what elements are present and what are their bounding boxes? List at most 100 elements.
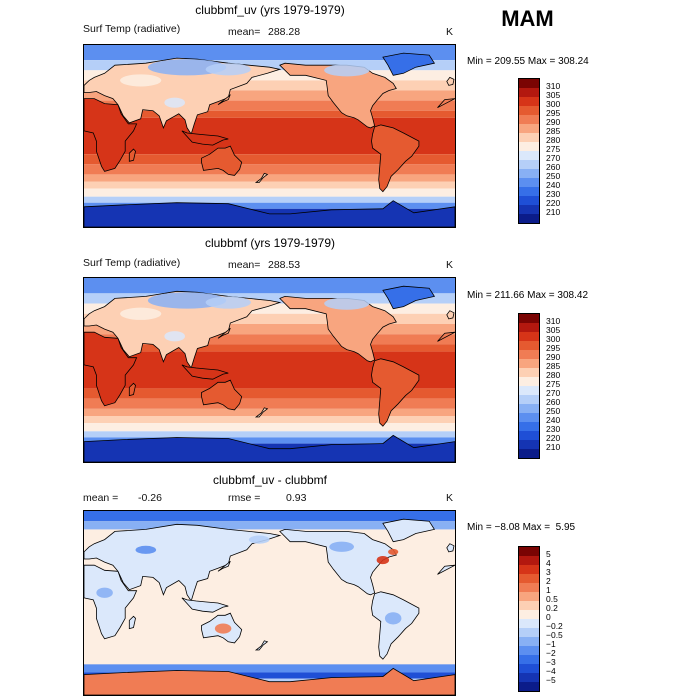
colorbar-swatch	[519, 151, 539, 160]
colorbar-label: 230	[546, 424, 561, 434]
colorbar-swatch	[519, 160, 539, 169]
difference-band	[84, 521, 455, 530]
colorbar-label: 295	[546, 343, 561, 353]
colorbar-swatch	[519, 332, 539, 341]
colorbar-label: 220	[546, 433, 561, 443]
colorbar-swatch	[519, 214, 539, 223]
colorbar-label: 260	[546, 397, 561, 407]
panel1-map	[83, 44, 456, 228]
continent-japan	[217, 560, 231, 572]
colorbar-label: 305	[546, 90, 561, 100]
temperature-band	[84, 303, 455, 314]
continent-antarctica	[84, 434, 455, 462]
panel3-rmse-value: 0.93	[286, 492, 307, 504]
temperature-band	[84, 437, 455, 444]
continent-madagascar	[128, 382, 136, 397]
cold-region	[120, 307, 162, 320]
difference-band	[84, 672, 455, 679]
difference-spot	[388, 548, 399, 555]
colorbar-swatch	[519, 314, 539, 323]
continent-japan	[217, 327, 231, 339]
colorbar-swatch	[519, 610, 539, 619]
continent-antarctica	[84, 200, 455, 227]
colorbar-swatch	[519, 556, 539, 565]
continent-indonesia	[181, 130, 229, 146]
colorbar-swatch	[519, 359, 539, 368]
continent-africa	[437, 564, 455, 575]
colorbar-label: 290	[546, 117, 561, 127]
colorbar-swatch	[519, 664, 539, 673]
colorbar-swatch	[519, 124, 539, 133]
temperature-band	[84, 181, 455, 189]
colorbar-label: 310	[546, 316, 561, 326]
continent-greenland	[382, 52, 436, 76]
colorbar-swatch	[519, 88, 539, 97]
temperature-band	[84, 90, 455, 101]
map-canvas	[84, 511, 455, 695]
colorbar-swatch	[519, 106, 539, 115]
map-canvas	[84, 278, 455, 462]
panel1-minmax: Min = 209.55 Max = 308.24	[467, 56, 589, 67]
cold-region	[120, 74, 162, 87]
panel3-colorbar	[518, 546, 540, 692]
colorbar-label: −4	[546, 666, 556, 676]
colorbar-label: 2	[546, 576, 551, 586]
panel2-title: clubbmf (yrs 1979-1979)	[204, 236, 336, 250]
panel2-map	[83, 277, 456, 463]
temperature-band	[84, 80, 455, 91]
temperature-band	[84, 398, 455, 409]
colorbar-swatch	[519, 178, 539, 187]
cold-region	[147, 59, 227, 76]
colorbar-label: −5	[546, 675, 556, 685]
colorbar-swatch	[519, 431, 539, 440]
colorbar-label: −2	[546, 648, 556, 658]
colorbar-swatch	[519, 449, 539, 458]
colorbar-label: 295	[546, 108, 561, 118]
colorbar-label: 305	[546, 325, 561, 335]
continent-indonesia	[181, 597, 229, 613]
colorbar-label: 275	[546, 144, 561, 154]
colorbar-label: 275	[546, 379, 561, 389]
panel1-mean-label: mean=	[228, 26, 261, 38]
colorbar-swatch	[519, 422, 539, 431]
colorbar-swatch	[519, 574, 539, 583]
colorbar-label: 285	[546, 361, 561, 371]
colorbar-swatch	[519, 368, 539, 377]
cold-region	[324, 297, 370, 310]
colorbar-swatch	[519, 565, 539, 574]
temperature-band	[84, 293, 455, 304]
colorbar-swatch	[519, 547, 539, 556]
panel1-mean-value: 288.28	[268, 26, 301, 38]
temperature-band	[84, 188, 455, 197]
difference-band	[84, 511, 455, 522]
continent-africa	[437, 331, 455, 342]
colorbar-swatch	[519, 187, 539, 196]
continent-uk	[446, 76, 455, 86]
panel1-variable: Surf Temp (radiative)	[83, 23, 181, 35]
colorbar-swatch	[519, 377, 539, 386]
difference-spot	[329, 541, 355, 552]
colorbar-swatch	[519, 115, 539, 124]
temperature-band	[84, 313, 455, 324]
colorbar-swatch	[519, 413, 539, 422]
colorbar-label: 300	[546, 99, 561, 109]
colorbar-swatch	[519, 97, 539, 106]
temperature-band	[84, 334, 455, 345]
temperature-band	[84, 416, 455, 424]
temperature-band	[84, 110, 455, 118]
continent-namerica	[279, 528, 397, 596]
colorbar-label: 0.5	[546, 594, 558, 604]
colorbar-label: 220	[546, 198, 561, 208]
colorbar-label: 4	[546, 558, 551, 568]
difference-spot	[248, 535, 270, 544]
difference-spot	[384, 612, 402, 625]
colorbar-label: 0	[546, 612, 551, 622]
colorbar-label: −3	[546, 657, 556, 667]
colorbar-swatch	[519, 583, 539, 592]
colorbar-label: 300	[546, 334, 561, 344]
map-canvas	[84, 45, 455, 227]
colorbar-swatch	[519, 133, 539, 142]
continent-nz	[254, 172, 269, 183]
colorbar-swatch	[519, 142, 539, 151]
continent-australia	[201, 379, 243, 411]
